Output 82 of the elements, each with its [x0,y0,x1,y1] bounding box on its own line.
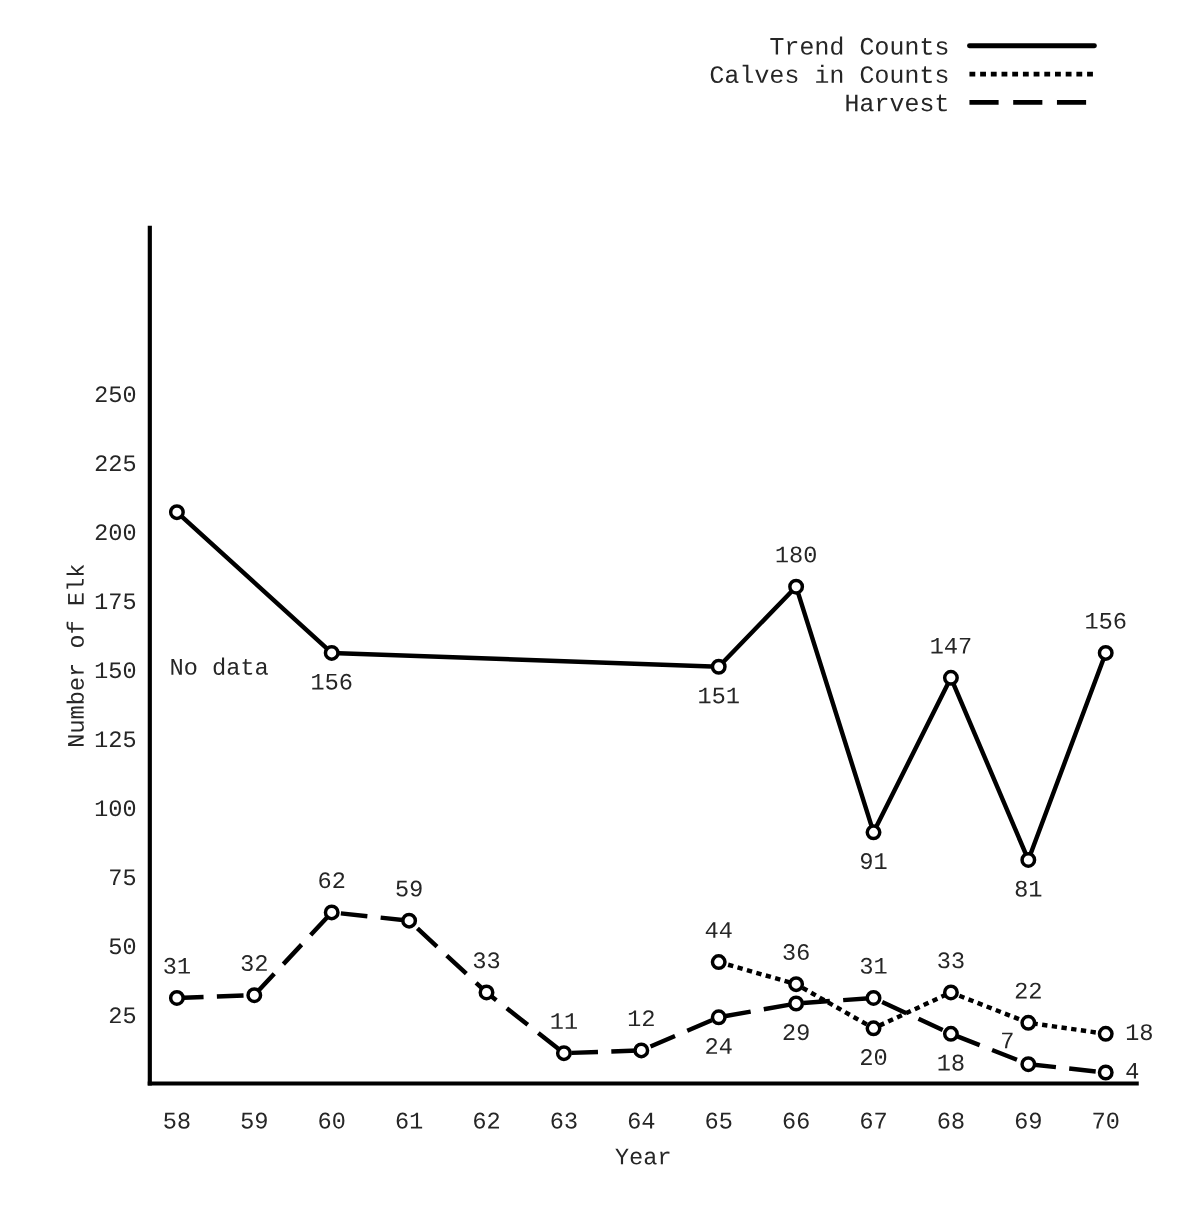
annotation: No data [171,657,268,675]
data-label: 20 [861,1049,887,1066]
x-tick-label: 66 [783,1112,809,1129]
data-label: 180 [776,546,816,563]
data-label: 156 [312,673,352,690]
data-label: 81 [1015,880,1042,897]
point [246,987,263,1004]
data-label: 18 [1126,1024,1152,1041]
x-tick-label: 61 [396,1112,423,1129]
data-label: 31 [164,957,190,974]
point [478,984,495,1001]
point [168,989,185,1006]
point [1020,1056,1037,1073]
data-label: 24 [706,1038,732,1054]
point [1097,1064,1114,1081]
x-tick-label: 62 [474,1112,500,1129]
data-label: 11 [551,1013,577,1029]
x-tick-label: 64 [628,1112,655,1129]
point [1020,1014,1037,1031]
x-tick-label: 70 [1093,1112,1119,1129]
point [1097,644,1114,661]
point [710,658,727,675]
point [865,824,882,841]
data-label: 22 [1015,982,1041,999]
x-tick-label: 69 [1015,1112,1041,1129]
point [1097,1025,1114,1042]
y-axis-title: Number of Elk [66,564,84,746]
y-tick-label: 50 [109,938,136,955]
data-label: 32 [241,955,267,972]
data-label: 33 [473,952,500,969]
point [788,976,805,993]
y-tick-label: 125 [95,731,136,748]
point [323,644,340,661]
data-label: 59 [396,880,422,897]
point [555,1045,572,1062]
data-label: 44 [705,922,732,938]
point [942,984,959,1001]
x-tick-label: 65 [706,1112,732,1129]
data-label: 151 [699,687,739,704]
data-label: 12 [628,1010,654,1027]
point [323,904,340,921]
point [942,1025,959,1042]
y-tick-label: 150 [95,662,136,679]
data-label: 91 [860,853,887,870]
data-label: 156 [1086,612,1126,629]
x-tick-label: 58 [164,1112,190,1129]
data-label: 29 [783,1024,809,1041]
y-tick-label: 225 [95,455,136,472]
data-label: 31 [860,957,887,974]
y-tick-label: 250 [95,386,136,403]
point [788,578,805,595]
y-tick-label: 100 [95,800,136,817]
point [168,504,185,521]
legend-label: Harvest [846,94,947,112]
y-tick-label: 200 [95,524,136,541]
y-tick-label: 175 [95,593,136,610]
x-tick-label: 59 [241,1112,267,1129]
data-label: 147 [931,637,971,654]
point [865,989,882,1006]
point [942,669,959,686]
x-tick-label: 67 [861,1112,886,1129]
x-tick-label: 60 [319,1112,345,1129]
point [401,912,418,929]
legend-label: Calves in Counts [710,64,948,84]
data-label: 33 [938,952,964,969]
point [788,995,805,1012]
data-label: 18 [938,1054,964,1071]
point [1020,851,1037,868]
point [633,1042,650,1059]
x-tick-label: 68 [938,1112,964,1129]
y-tick-label: 25 [109,1007,136,1024]
x-axis-title: Year [615,1148,670,1165]
point [865,1020,882,1037]
point [710,1009,727,1026]
legend-label: Trend Counts [770,36,948,55]
x-tick-label: 63 [551,1112,577,1129]
data-label: 7 [1002,1032,1013,1049]
data-label: 62 [319,872,345,889]
data-label: 36 [783,944,809,961]
y-tick-label: 75 [110,869,136,886]
data-label: 4 [1126,1063,1139,1079]
point [710,954,727,971]
